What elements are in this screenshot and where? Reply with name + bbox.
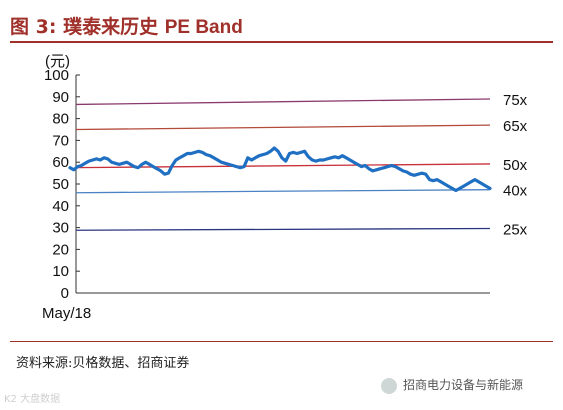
y-axis-unit: (元) — [45, 53, 70, 70]
band-line-40x — [75, 189, 491, 194]
x-tick-label: May/18 — [42, 305, 91, 322]
source-note: 资料来源:贝格数据、招商证券 — [16, 356, 190, 371]
title-rule — [10, 41, 553, 43]
y-tick-label: 0 — [61, 285, 69, 302]
wechat-account-name: 招商电力设备与新能源 — [403, 378, 524, 392]
figure-title-en: PE Band — [164, 17, 243, 38]
source-rule — [10, 341, 553, 342]
band-label-50x: 50x — [503, 157, 528, 174]
y-tick-label: 10 — [52, 263, 69, 280]
price-series — [68, 146, 492, 193]
band-label-25x: 25x — [503, 221, 528, 238]
chart-labels: 75x 65x 50x 40x 25x — [503, 92, 528, 238]
y-tick-label: 50 — [52, 176, 69, 193]
y-tick-label: 80 — [52, 111, 69, 128]
figure-label: 图 3: — [10, 16, 57, 38]
figure-title-cn: 璞泰来历史 — [63, 16, 159, 38]
y-tick-label: 60 — [52, 154, 69, 171]
band-line-25x — [75, 227, 491, 231]
chart-axes: 0 10 20 30 40 50 60 70 80 90 100(元) May/18 — [42, 53, 490, 322]
pe-band-chart: 0 10 20 30 40 50 60 70 80 90 100(元) May/18 75x 65x 50… — [42, 53, 528, 322]
pe-band-lines — [75, 98, 491, 231]
y-tick-label: 40 — [52, 198, 69, 215]
band-line-65x — [75, 124, 491, 131]
y-tick-label: 20 — [52, 241, 69, 258]
band-line-75x — [75, 98, 491, 106]
y-tick-label: 30 — [52, 220, 69, 237]
band-line-50x — [75, 163, 491, 169]
figure-title: 图 3: 璞泰来历史 PE Band — [10, 12, 243, 39]
y-tick-label: 100 — [44, 67, 69, 84]
watermark: K2 大盘数据 — [4, 394, 61, 405]
band-label-65x: 65x — [503, 118, 528, 135]
wechat-account: 招商电力设备与新能源 — [381, 376, 523, 394]
y-tick-label: 90 — [52, 89, 69, 106]
wechat-icon — [381, 377, 397, 394]
band-label-75x: 75x — [503, 92, 528, 109]
band-label-40x: 40x — [503, 183, 528, 200]
price-line — [68, 146, 492, 193]
y-tick-label: 70 — [52, 132, 69, 149]
